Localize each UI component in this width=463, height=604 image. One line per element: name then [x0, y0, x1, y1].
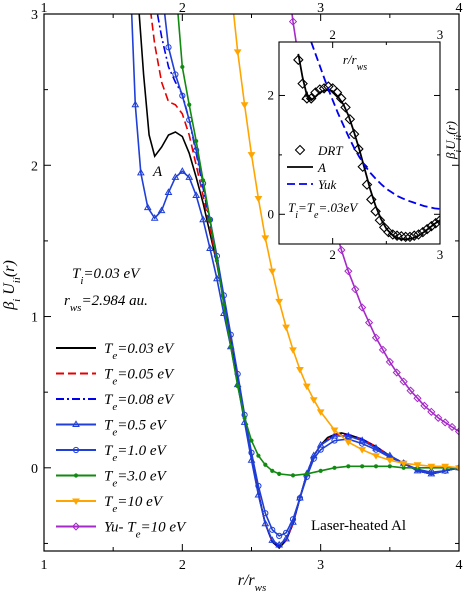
- legend-label: Te=0.5 eV: [104, 418, 168, 439]
- data-point: [255, 197, 261, 202]
- legend-label: Te=0.05 eV: [104, 367, 175, 388]
- svg-text:βiUii(r): βiUii(r): [443, 121, 463, 160]
- data-point: [374, 465, 377, 468]
- inset-y-tick-label: 0: [268, 206, 275, 221]
- data-point: [305, 472, 308, 475]
- data-point: [388, 465, 391, 468]
- x-axis-title: r/rws: [238, 572, 267, 594]
- data-point: [271, 469, 274, 472]
- data-point: [229, 0, 235, 2]
- data-point: [361, 465, 364, 468]
- y-tick-label: 2: [31, 159, 38, 174]
- data-point: [201, 179, 204, 182]
- data-point: [319, 469, 322, 472]
- inset-x-tick-label: 3: [437, 247, 444, 262]
- data-point: [222, 303, 225, 306]
- data-point: [278, 472, 281, 475]
- legend-label: Te=3.0 eV: [104, 469, 168, 490]
- data-point: [287, 0, 294, 2]
- x-tick-label: 3: [317, 558, 324, 573]
- data-point: [188, 103, 191, 106]
- legend-marker: [74, 474, 77, 477]
- inset-point-a: A: [301, 88, 310, 103]
- data-point: [195, 139, 198, 142]
- annotation-rws: rws=2.984 au.: [64, 293, 148, 314]
- legend-label: Te=0.03 eV: [104, 341, 175, 362]
- x-tick-label: 1: [41, 558, 48, 573]
- annotation-point-a: A: [152, 164, 163, 180]
- y-tick-label: 3: [31, 8, 38, 23]
- y-tick-label: 0: [31, 462, 38, 477]
- legend-label: Yu- Te=10 eV: [104, 520, 187, 541]
- data-point: [235, 50, 241, 55]
- data-point: [249, 153, 255, 158]
- x-tick-label: 4: [456, 558, 463, 573]
- legend-label: Te=10 eV: [104, 494, 164, 515]
- inset-legend-label: Yuk: [318, 177, 337, 192]
- annotation-laser: Laser-heated Al: [311, 518, 406, 534]
- data-point: [276, 299, 282, 304]
- inset-x-tick-label-top: 3: [437, 27, 444, 42]
- data-point: [242, 103, 248, 108]
- data-point: [290, 348, 296, 353]
- data-point: [208, 218, 211, 221]
- data-point: [243, 416, 246, 419]
- data-point: [264, 463, 267, 466]
- data-point: [160, 0, 165, 1]
- data-point: [333, 466, 336, 469]
- x-tick-label-top: 3: [317, 1, 324, 16]
- inset-x-tick-label-top: 2: [329, 27, 336, 42]
- x-tick-label-top: 1: [41, 1, 48, 16]
- data-point: [347, 465, 350, 468]
- data-point: [236, 385, 239, 388]
- inset-y-title: βiUii(r): [443, 121, 463, 160]
- x-tick-label-top: 4: [456, 1, 463, 16]
- inset-legend-label: DRT: [317, 143, 343, 158]
- y-tick-label: 1: [31, 311, 38, 326]
- data-point: [128, 0, 134, 1]
- inset-x-tick-label: 2: [329, 247, 336, 262]
- annotation-ti: Ti=0.03 eV: [72, 266, 141, 287]
- data-point: [181, 65, 184, 68]
- data-point: [257, 454, 260, 457]
- data-point: [283, 325, 289, 330]
- data-point: [297, 367, 303, 372]
- inset-y-tick-label: 2: [268, 87, 275, 102]
- legend: Te=0.03 eV Te=0.05 eV Te=0.08 eV Te=0.5 eV T…: [56, 341, 187, 541]
- data-point: [215, 259, 218, 262]
- legend-label: Te=1.0 eV: [104, 443, 168, 464]
- svg-text:βi Uii(r): βi Uii(r): [1, 260, 23, 311]
- data-point: [229, 345, 232, 348]
- inset-legend-label: A: [317, 160, 326, 175]
- y-axis-title: βi Uii(r): [1, 260, 23, 311]
- data-point: [262, 236, 268, 241]
- legend-label: Te=0.08 eV: [104, 392, 175, 413]
- data-point: [304, 384, 310, 389]
- x-tick-label-top: 2: [179, 1, 186, 16]
- data-point: [269, 269, 275, 274]
- data-point: [291, 474, 294, 477]
- x-tick-label: 2: [179, 558, 186, 573]
- data-point: [250, 439, 253, 442]
